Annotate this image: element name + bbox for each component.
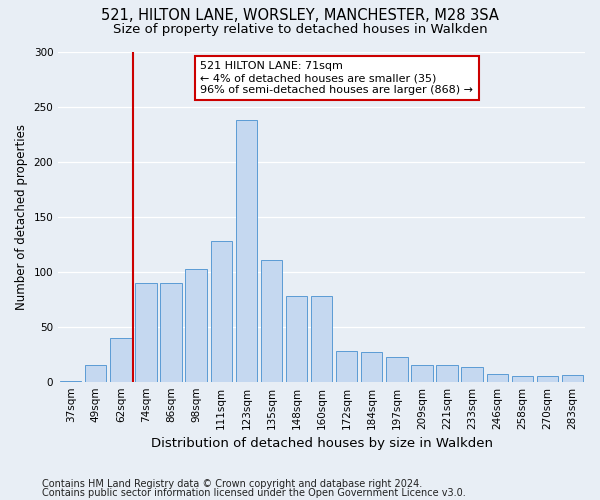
Text: Size of property relative to detached houses in Walkden: Size of property relative to detached ho… <box>113 22 487 36</box>
Text: 521 HILTON LANE: 71sqm
← 4% of detached houses are smaller (35)
96% of semi-deta: 521 HILTON LANE: 71sqm ← 4% of detached … <box>200 62 473 94</box>
Bar <box>436 365 458 382</box>
Bar <box>236 120 257 382</box>
Bar <box>311 296 332 382</box>
Bar <box>461 368 483 382</box>
Bar <box>336 351 358 382</box>
Bar <box>60 380 82 382</box>
X-axis label: Distribution of detached houses by size in Walkden: Distribution of detached houses by size … <box>151 437 493 450</box>
Text: Contains public sector information licensed under the Open Government Licence v3: Contains public sector information licen… <box>42 488 466 498</box>
Bar <box>211 241 232 382</box>
Bar <box>537 376 558 382</box>
Bar <box>261 260 282 382</box>
Text: 521, HILTON LANE, WORSLEY, MANCHESTER, M28 3SA: 521, HILTON LANE, WORSLEY, MANCHESTER, M… <box>101 8 499 22</box>
Bar <box>411 365 433 382</box>
Bar <box>185 270 207 382</box>
Bar <box>487 374 508 382</box>
Bar <box>110 338 131 382</box>
Bar <box>386 358 407 382</box>
Bar <box>160 282 182 382</box>
Bar <box>85 365 106 382</box>
Bar <box>562 375 583 382</box>
Bar <box>512 376 533 382</box>
Bar <box>136 282 157 382</box>
Bar <box>286 296 307 382</box>
Text: Contains HM Land Registry data © Crown copyright and database right 2024.: Contains HM Land Registry data © Crown c… <box>42 479 422 489</box>
Y-axis label: Number of detached properties: Number of detached properties <box>15 124 28 310</box>
Bar <box>361 352 382 382</box>
